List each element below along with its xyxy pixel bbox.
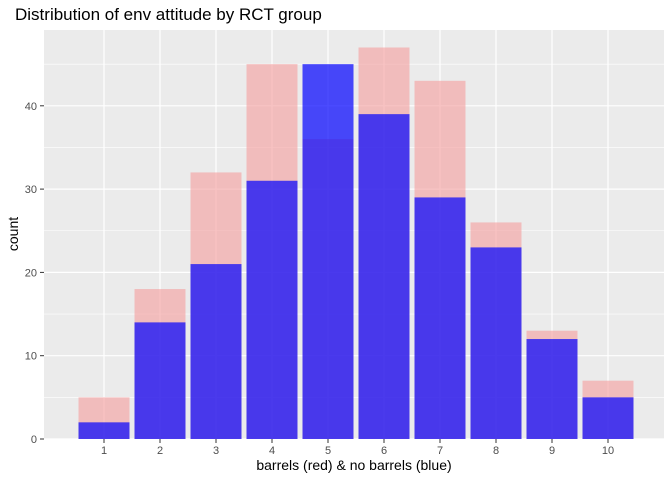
bar-no-barrels-9 bbox=[526, 339, 578, 439]
y-axis-title: count bbox=[5, 217, 21, 251]
bar-no-barrels-6 bbox=[358, 114, 410, 439]
bar-no-barrels-4 bbox=[246, 180, 298, 439]
x-axis-ticks: 1 2 3 4 5 6 7 8 9 10 bbox=[101, 439, 614, 457]
bar-no-barrels-3 bbox=[190, 264, 242, 439]
x-tick-label: 10 bbox=[602, 445, 614, 457]
bar-no-barrels-8 bbox=[470, 247, 522, 439]
x-tick-label: 1 bbox=[101, 445, 107, 457]
x-tick-label: 4 bbox=[269, 445, 275, 457]
y-axis-ticks: 0 10 20 30 40 bbox=[25, 101, 44, 446]
y-tick-label: 20 bbox=[25, 267, 37, 279]
chart-title: Distribution of env attitude by RCT grou… bbox=[15, 5, 322, 24]
x-tick-label: 2 bbox=[157, 445, 163, 457]
bar-no-barrels-10 bbox=[582, 397, 634, 439]
x-axis-title: barrels (red) & no barrels (blue) bbox=[256, 457, 451, 473]
y-tick-label: 10 bbox=[25, 351, 37, 363]
y-tick-label: 30 bbox=[25, 184, 37, 196]
bar-no-barrels-7 bbox=[414, 197, 466, 439]
x-tick-label: 3 bbox=[213, 445, 219, 457]
y-tick-label: 0 bbox=[31, 434, 37, 446]
bars bbox=[78, 47, 634, 440]
bar-no-barrels-1 bbox=[78, 422, 130, 439]
bar-no-barrels-2 bbox=[134, 322, 186, 439]
x-tick-label: 5 bbox=[325, 445, 331, 457]
y-tick-label: 40 bbox=[25, 101, 37, 113]
bar-no-barrels-5 bbox=[302, 64, 354, 440]
x-tick-label: 6 bbox=[381, 445, 387, 457]
x-tick-label: 9 bbox=[549, 445, 555, 457]
x-tick-label: 8 bbox=[493, 445, 499, 457]
x-tick-label: 7 bbox=[437, 445, 443, 457]
